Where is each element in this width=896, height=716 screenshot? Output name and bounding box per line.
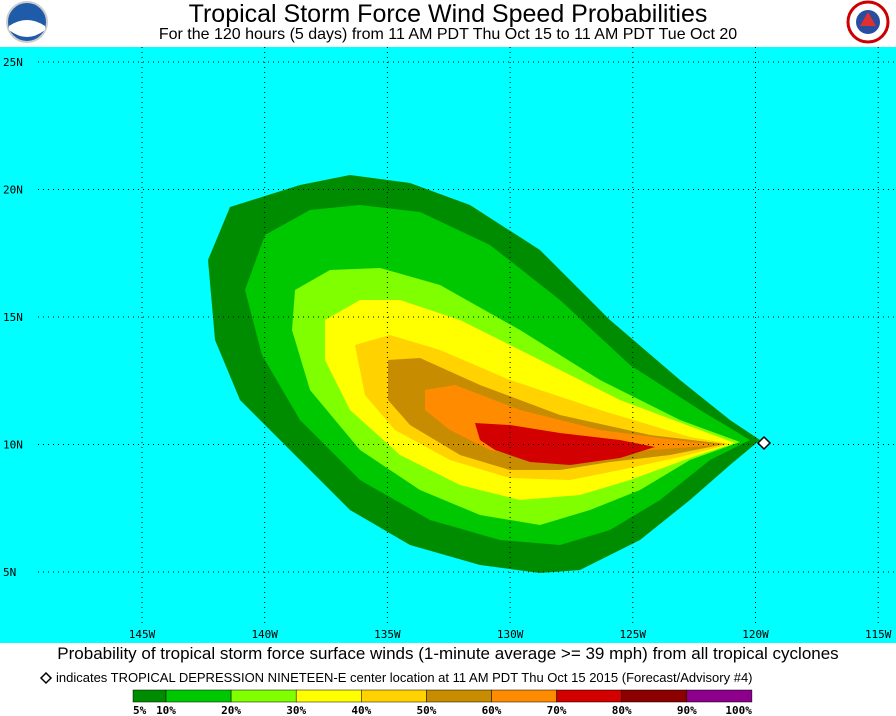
lat-label: 15N <box>3 311 23 324</box>
legend-label: 50% <box>416 704 436 716</box>
note: indicates TROPICAL DEPRESSION NINETEEN-E… <box>56 670 753 685</box>
legend-swatch <box>426 689 492 703</box>
legend-label: 20% <box>221 704 241 716</box>
legend-swatch <box>132 689 167 703</box>
lon-label: 140W <box>251 628 278 641</box>
lat-label: 10N <box>3 439 23 452</box>
legend-swatch <box>686 689 753 703</box>
legend-label: 100% <box>725 704 752 716</box>
storm-center-marker <box>756 435 772 451</box>
legend-label: 5% <box>133 704 147 716</box>
legend-swatch <box>230 689 297 703</box>
legend-swatch <box>556 689 622 703</box>
legend-label: 40% <box>351 704 371 716</box>
nws-logo <box>846 0 890 44</box>
lon-label: 135W <box>374 628 401 641</box>
lon-label: 120W <box>742 628 769 641</box>
lat-label: 25N <box>3 56 23 69</box>
lat-label: 20N <box>3 184 23 197</box>
probability-contours <box>208 175 760 573</box>
lon-label: 130W <box>497 628 524 641</box>
legend-swatch <box>621 689 688 703</box>
legend-swatch <box>295 689 362 703</box>
lon-label: 145W <box>129 628 156 641</box>
legend-label: 30% <box>286 704 306 716</box>
lat-label: 5N <box>3 566 16 579</box>
note-marker <box>39 671 53 685</box>
legend-label: 70% <box>547 704 567 716</box>
graticule: 25N 20N 15N 10N 5N 145W 140W 135W 130W 125W 120W 11… <box>3 47 896 641</box>
legend-label: 60% <box>482 704 502 716</box>
legend-label: 90% <box>677 704 697 716</box>
legend-label: 80% <box>612 704 632 716</box>
legend-label: 10% <box>156 704 176 716</box>
subtitle: For the 120 hours (5 days) from 11 AM PD… <box>159 26 737 43</box>
caption: Probability of tropical storm force surf… <box>57 644 838 663</box>
legend-swatch <box>165 689 232 703</box>
legend-swatch <box>361 689 427 703</box>
title: Tropical Storm Force Wind Speed Probabil… <box>189 0 708 28</box>
lon-label: 115W <box>865 628 892 641</box>
noaa-logo <box>6 1 48 43</box>
legend: 5% 10% 20% 30% 40% 50% 60% 70% 80% 90% 100% <box>132 689 753 716</box>
lon-label: 125W <box>620 628 647 641</box>
legend-swatch <box>491 689 557 703</box>
